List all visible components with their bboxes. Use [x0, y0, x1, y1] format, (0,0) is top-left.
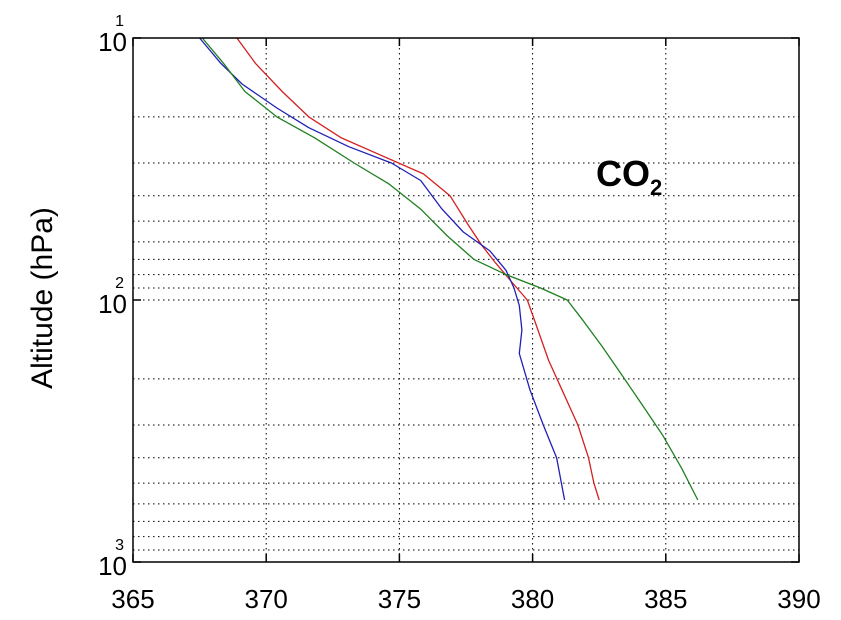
x-tick-label: 380 — [511, 584, 554, 614]
series-line-3 — [201, 37, 699, 501]
series-line-2 — [199, 37, 566, 501]
grid-lines — [133, 38, 799, 562]
y-tick-label-base: 10 — [98, 551, 127, 581]
x-tick-label: 370 — [245, 584, 288, 614]
y-tick-label-base: 10 — [98, 289, 127, 319]
y-axis-label: Altitude (hPa) — [26, 207, 59, 389]
x-tick-label: 375 — [378, 584, 421, 614]
x-tick-label: 390 — [777, 584, 820, 614]
x-tick-label: 365 — [111, 584, 154, 614]
y-tick-label-exponent: 2 — [115, 275, 124, 292]
x-tick-label: 385 — [644, 584, 687, 614]
co2-annotation-subscript: 2 — [650, 175, 662, 200]
series-line-1 — [236, 37, 600, 501]
y-tick-label-base: 10 — [98, 27, 127, 57]
series-lines — [199, 37, 699, 501]
co2-annotation-text: CO — [596, 153, 650, 194]
co2-annotation: CO2 — [596, 153, 662, 200]
x-tick-labels: 365 370 375 380 385 390 — [111, 38, 821, 614]
y-tick-label-exponent: 3 — [115, 537, 124, 554]
y-tick-label-exponent: 1 — [115, 13, 124, 30]
